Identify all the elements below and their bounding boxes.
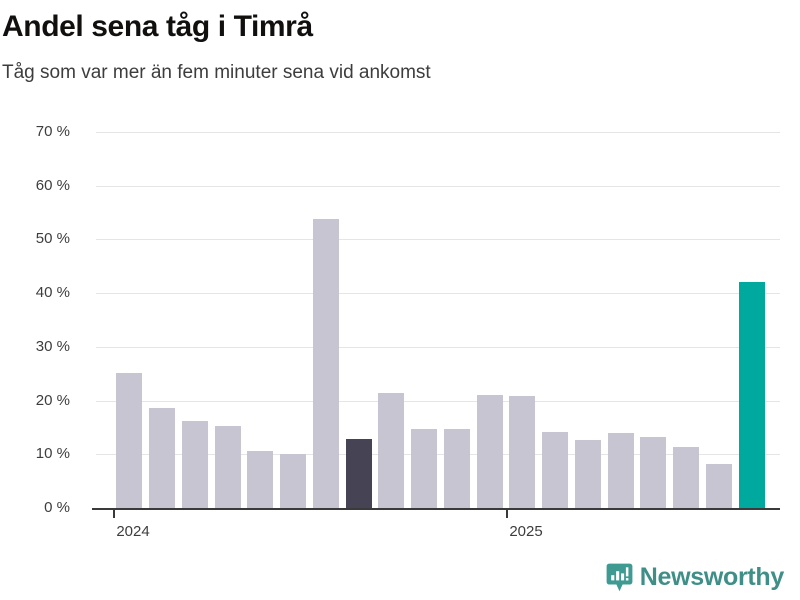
y-axis-tick-label: 10 % — [35, 445, 70, 463]
bar[interactable] — [214, 426, 241, 508]
gridline — [96, 346, 780, 348]
bar[interactable] — [476, 394, 503, 508]
gridline — [96, 239, 780, 241]
y-axis-tick-label: 60 % — [35, 176, 70, 194]
bar[interactable] — [312, 219, 339, 508]
bar[interactable] — [607, 433, 634, 508]
x-axis-tick-label: 2025 — [509, 523, 543, 540]
bar[interactable] — [705, 463, 732, 508]
y-axis-tick-label: 40 % — [35, 284, 70, 302]
page-title: Andel sena tåg i Timrå — [2, 10, 313, 43]
bar[interactable] — [378, 392, 405, 508]
bar[interactable] — [509, 396, 536, 508]
bar[interactable] — [542, 431, 569, 508]
gridline — [96, 454, 780, 456]
gridline — [96, 185, 780, 187]
x-axis-tick-label: 2024 — [116, 523, 150, 540]
newsworthy-logo[interactable]: Newsworthy — [606, 563, 784, 592]
bar[interactable] — [443, 429, 470, 508]
gridline — [96, 132, 780, 133]
bar[interactable] — [149, 407, 176, 508]
y-axis-tick-label: 20 % — [35, 391, 70, 409]
x-axis-line — [92, 508, 780, 510]
bar[interactable] — [181, 420, 208, 508]
gridline — [96, 293, 780, 295]
bar[interactable] — [247, 451, 274, 508]
bar[interactable] — [673, 446, 700, 508]
bar[interactable] — [345, 439, 372, 508]
chart-header: Andel sena tåg i Timrå Tåg som var mer ä… — [0, 0, 800, 85]
bar[interactable] — [411, 429, 438, 508]
x-axis-tick-mark — [113, 510, 115, 518]
bar-chart-speech-bubble-icon — [606, 563, 633, 592]
y-axis-tick-label: 0 % — [44, 499, 70, 516]
gridline — [96, 400, 780, 402]
bar[interactable] — [640, 436, 667, 508]
y-axis-tick-label: 50 % — [35, 230, 70, 248]
bar[interactable] — [574, 440, 601, 508]
y-axis-tick-label: 30 % — [35, 337, 70, 355]
y-axis-tick-label: 70 % — [35, 123, 70, 140]
chart-subtitle: Tåg som var mer än fem minuter sena vid … — [2, 62, 431, 83]
bar[interactable] — [116, 372, 143, 508]
newsworthy-wordmark: Newsworthy — [639, 563, 785, 591]
bar[interactable] — [280, 453, 307, 508]
bar[interactable] — [738, 282, 765, 508]
x-axis-tick-mark — [506, 510, 508, 518]
